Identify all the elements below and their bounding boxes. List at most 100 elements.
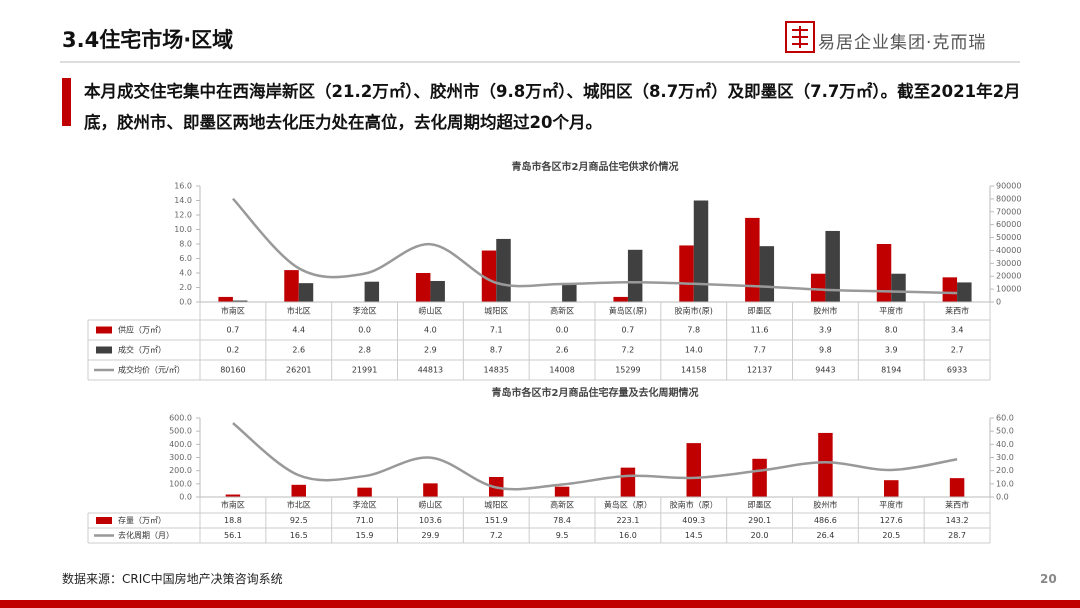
table-value: 12137 bbox=[747, 366, 772, 375]
logo-text: 易居企业集团·克而瑞 bbox=[818, 33, 987, 53]
bar bbox=[693, 200, 709, 302]
x-tick-label: 崂山区 bbox=[418, 306, 442, 316]
y2-tick-label: 50000 bbox=[996, 233, 1021, 242]
table-value: 20.5 bbox=[882, 531, 900, 540]
table-value: 2.7 bbox=[951, 346, 964, 355]
logo-glyph bbox=[792, 26, 808, 48]
table-value: 2.6 bbox=[556, 346, 569, 355]
x-tick-label: 市北区 bbox=[287, 306, 311, 316]
y-tick-label: 0.0 bbox=[179, 298, 192, 307]
table-value: 56.1 bbox=[224, 531, 242, 540]
bar bbox=[942, 277, 958, 302]
y-tick-label: 300.0 bbox=[169, 453, 192, 462]
source: 数据来源：CRIC中国房地产决策咨询系统 bbox=[62, 572, 283, 586]
bar bbox=[876, 244, 892, 302]
y2-tick-label: 90000 bbox=[996, 182, 1021, 191]
bar bbox=[481, 250, 497, 302]
bar bbox=[284, 270, 299, 302]
summary-marker bbox=[62, 78, 71, 126]
y-tick-label: 6.0 bbox=[179, 254, 192, 263]
table-value: 151.9 bbox=[485, 516, 508, 525]
table-value: 2.9 bbox=[424, 346, 437, 355]
y-tick-label: 200.0 bbox=[169, 466, 192, 475]
page-number: 20 bbox=[1040, 572, 1057, 586]
y-tick-label: 0.0 bbox=[179, 493, 192, 502]
table-value: 223.1 bbox=[616, 516, 639, 525]
table-value: 3.9 bbox=[819, 326, 832, 335]
x-tick-label: 高新区 bbox=[550, 306, 574, 316]
line bbox=[232, 422, 958, 491]
x-tick-label: 崂山区 bbox=[418, 500, 442, 510]
table-value: 14.0 bbox=[685, 346, 703, 355]
legend-swatch bbox=[96, 326, 112, 334]
x-tick-label: 黄岛区(原) bbox=[609, 306, 647, 316]
y2-tick-label: 70000 bbox=[996, 207, 1021, 216]
bar bbox=[620, 467, 636, 497]
y-tick-label: 400.0 bbox=[169, 440, 192, 449]
table-value: 3.9 bbox=[885, 346, 898, 355]
legend-label: 供应（万㎡） bbox=[118, 325, 166, 335]
table-value: 103.6 bbox=[419, 516, 442, 525]
bar bbox=[949, 478, 965, 497]
table-value: 0.0 bbox=[358, 326, 371, 335]
bar bbox=[232, 300, 248, 302]
table-value: 290.1 bbox=[748, 516, 771, 525]
y2-tick-label: 40000 bbox=[996, 246, 1021, 255]
y2-tick-label: 20000 bbox=[996, 272, 1021, 281]
legend-label: 成交（万㎡） bbox=[118, 345, 166, 355]
legend-swatch bbox=[96, 517, 112, 524]
table-value: 486.6 bbox=[814, 516, 837, 525]
table-value: 14.5 bbox=[685, 531, 703, 540]
table-value: 4.4 bbox=[292, 326, 305, 335]
x-tick-label: 高新区 bbox=[550, 500, 574, 510]
summary: 本月成交住宅集中在西海岸新区（21.2万㎡）、胶州市（9.8万㎡）、城阳区（8.… bbox=[84, 82, 1021, 132]
table-value: 16.0 bbox=[619, 531, 637, 540]
x-tick-label: 平度市 bbox=[879, 500, 903, 510]
table-value: 7.1 bbox=[490, 326, 503, 335]
bar bbox=[423, 483, 438, 497]
table-value: 2.6 bbox=[292, 346, 305, 355]
table-value: 28.7 bbox=[948, 531, 966, 540]
x-tick-label: 胶州市 bbox=[813, 500, 837, 510]
x-tick-label: 即墨区 bbox=[748, 501, 772, 510]
footer-bar bbox=[0, 600, 1080, 608]
y2-tick-label: 20.0 bbox=[996, 466, 1014, 475]
x-tick-label: 城阳区 bbox=[484, 307, 508, 316]
bar bbox=[357, 487, 372, 497]
y-tick-label: 100.0 bbox=[169, 479, 192, 488]
bar bbox=[745, 217, 760, 302]
bar bbox=[496, 238, 511, 302]
bar bbox=[891, 273, 906, 302]
x-tick-label: 市南区 bbox=[221, 306, 245, 316]
table-value: 3.4 bbox=[951, 326, 964, 335]
table-value: 143.2 bbox=[946, 516, 969, 525]
table-value: 127.6 bbox=[880, 516, 903, 525]
table-value: 0.0 bbox=[556, 326, 569, 335]
table-value: 21991 bbox=[352, 366, 377, 375]
table-value: 0.7 bbox=[622, 326, 635, 335]
table-value: 15299 bbox=[615, 366, 640, 375]
line bbox=[232, 197, 958, 295]
table-value: 16.5 bbox=[290, 531, 308, 540]
logo-icon bbox=[785, 21, 815, 53]
bar bbox=[218, 296, 233, 302]
x-tick-label: 即墨区 bbox=[748, 307, 772, 316]
table-value: 92.5 bbox=[290, 516, 308, 525]
table-value: 18.8 bbox=[224, 516, 242, 525]
bar bbox=[291, 484, 306, 497]
y-tick-label: 600.0 bbox=[169, 414, 192, 423]
y-tick-label: 16.0 bbox=[174, 182, 192, 191]
y2-tick-label: 10000 bbox=[996, 285, 1021, 294]
bar bbox=[679, 245, 694, 302]
y2-tick-label: 40.0 bbox=[996, 440, 1014, 449]
table-value: 0.2 bbox=[227, 346, 240, 355]
table-value: 7.8 bbox=[687, 326, 700, 335]
y2-tick-label: 0 bbox=[996, 298, 1001, 307]
table-value: 26201 bbox=[286, 366, 311, 375]
y2-tick-label: 10.0 bbox=[996, 479, 1014, 488]
bar bbox=[825, 230, 840, 302]
bar bbox=[364, 281, 380, 302]
table-value: 14008 bbox=[549, 366, 574, 375]
x-tick-label: 胶南市（原） bbox=[670, 500, 718, 510]
